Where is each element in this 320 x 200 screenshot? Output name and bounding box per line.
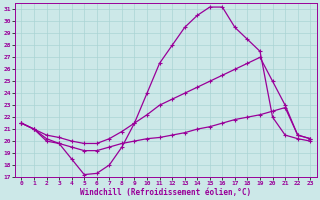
X-axis label: Windchill (Refroidissement éolien,°C): Windchill (Refroidissement éolien,°C) (80, 188, 252, 197)
